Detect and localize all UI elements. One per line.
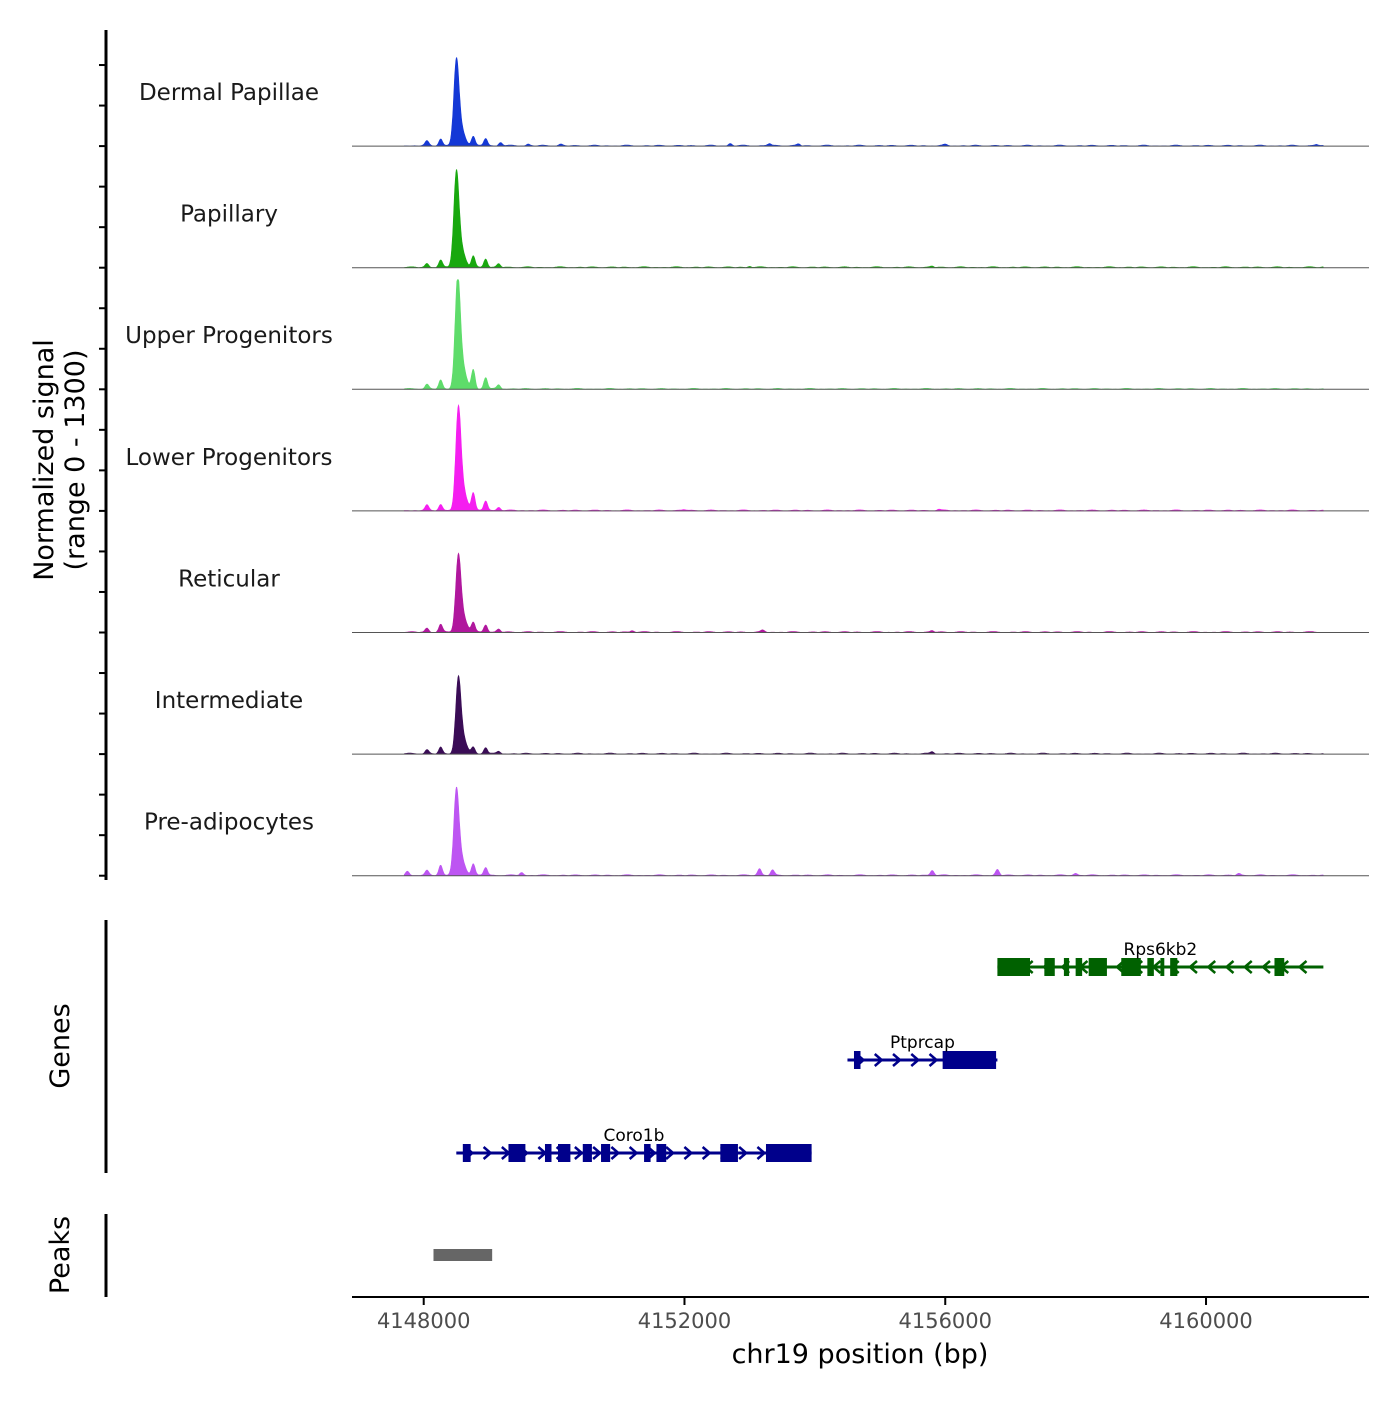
strand-arrow: [738, 1146, 749, 1160]
exon: [1170, 958, 1178, 976]
exon: [1075, 958, 1083, 976]
genes-panel-label: Genes: [45, 1003, 76, 1088]
signal-area: [403, 674, 1324, 755]
signal-area: [403, 786, 1324, 877]
x-tick-label: 4160000: [1159, 1309, 1253, 1333]
x-tick-label: 4156000: [898, 1309, 992, 1333]
peaks-panel-label: Peaks: [45, 1216, 76, 1294]
exon: [544, 1144, 552, 1162]
exon: [1063, 958, 1070, 976]
track-label: Pre-adipocytes: [144, 810, 314, 836]
signal-tracks: Dermal Papillae Papillary Upper Progenitor…: [125, 57, 1369, 877]
strand-arrow: [1261, 960, 1271, 974]
y-axis-label-line1: Normalized signal: [29, 339, 60, 581]
strand-arrow: [628, 1146, 639, 1160]
track-label: Upper Progenitors: [125, 323, 333, 349]
strand-arrow: [1188, 960, 1198, 974]
strand-arrow: [665, 1146, 676, 1160]
exon: [462, 1144, 471, 1162]
strand-arrow: [592, 1146, 603, 1160]
signal-track-6: Intermediate: [155, 674, 1369, 755]
exon: [508, 1144, 526, 1162]
y-axis-label-line2: (range 0 - 1300): [60, 350, 91, 571]
gene-ptprcap: Ptprcap: [847, 1033, 998, 1069]
strand-arrow: [1297, 960, 1308, 974]
signal-track-1: Dermal Papillae: [139, 57, 1369, 147]
signal-area: [403, 169, 1324, 269]
peak-region: [433, 1249, 493, 1261]
gene-rps6kb2: Rps6kb2: [997, 940, 1324, 976]
signal-track-4: Lower Progenitors: [126, 404, 1369, 512]
strand-arrow: [701, 1146, 712, 1160]
strand-arrow: [683, 1146, 694, 1160]
strand-arrow: [892, 1053, 902, 1067]
exon: [1121, 958, 1141, 976]
exon: [997, 958, 1030, 976]
exon: [1088, 958, 1107, 976]
strand-arrow: [756, 1146, 767, 1160]
exon: [601, 1144, 611, 1162]
signal-area: [403, 404, 1324, 512]
exon: [1044, 958, 1055, 976]
genes-track: Rps6kb2 Ptprcap Coro1b: [456, 940, 1324, 1162]
gene-coro1b: Coro1b: [456, 1126, 812, 1162]
signal-area: [403, 552, 1325, 633]
strand-arrow: [1242, 960, 1253, 974]
signal-track-2: Papillary: [180, 169, 1369, 269]
signal-area: [403, 57, 1324, 147]
gene-name-label: Coro1b: [604, 1126, 665, 1146]
exon: [644, 1144, 651, 1162]
strand-arrow: [482, 1146, 493, 1160]
peaks-track: [433, 1249, 493, 1261]
gene-name-label: Ptprcap: [890, 1033, 955, 1053]
strand-arrow: [1224, 960, 1235, 974]
track-label: Intermediate: [155, 688, 303, 714]
x-tick-label: 4148000: [377, 1309, 471, 1333]
exon: [765, 1144, 812, 1162]
exon: [1274, 958, 1285, 976]
strand-arrow: [1206, 960, 1217, 974]
signal-area: [403, 279, 1324, 390]
track-label: Dermal Papillae: [139, 80, 319, 106]
track-label: Lower Progenitors: [126, 445, 333, 471]
x-tick-label: 4152000: [638, 1309, 732, 1333]
signal-y-axis: [99, 30, 108, 880]
signal-track-7: Pre-adipocytes: [144, 786, 1369, 877]
exon: [558, 1144, 571, 1162]
exon: [853, 1051, 861, 1069]
strand-arrow: [873, 1053, 884, 1067]
track-label: Papillary: [180, 202, 278, 228]
gene-name-label: Rps6kb2: [1124, 940, 1198, 960]
x-axis-ticks: 4148000 4152000 4156000 4160000: [377, 1297, 1253, 1333]
strand-arrow: [574, 1146, 584, 1160]
strand-arrow: [910, 1053, 921, 1067]
track-label: Reticular: [178, 566, 280, 592]
signal-track-3: Upper Progenitors: [125, 279, 1369, 390]
x-axis-title: chr19 position (bp): [732, 1339, 989, 1370]
exon: [1160, 958, 1165, 976]
exon: [1147, 958, 1154, 976]
exon: [720, 1144, 738, 1162]
exon: [942, 1051, 997, 1069]
exon: [582, 1144, 592, 1162]
strand-arrow: [928, 1053, 939, 1067]
exon: [656, 1144, 667, 1162]
signal-track-5: Reticular: [178, 552, 1369, 633]
strand-arrow: [610, 1146, 621, 1160]
